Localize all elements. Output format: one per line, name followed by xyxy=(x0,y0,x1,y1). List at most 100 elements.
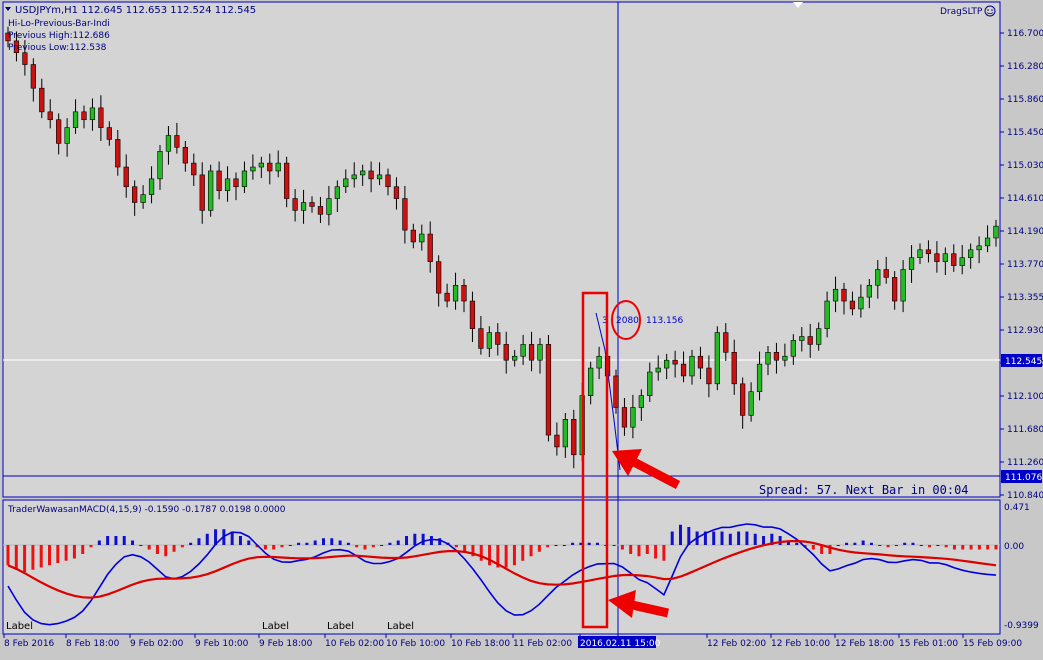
macd-bar-negative xyxy=(969,545,973,550)
price-tick-label: 112.930 xyxy=(1007,326,1043,336)
macd-bar-negative xyxy=(39,545,43,568)
macd-bar-negative xyxy=(23,545,27,572)
macd-bar-positive xyxy=(396,540,400,545)
bear-candle xyxy=(706,355,712,398)
time-tick-label: 9 Feb 18:00 xyxy=(259,639,313,649)
macd-bar-negative xyxy=(147,545,151,550)
bear-candle xyxy=(807,323,813,358)
macd-bar-positive xyxy=(836,545,840,546)
bull-candle xyxy=(765,345,771,376)
bear-candle xyxy=(545,334,552,442)
bull-candle xyxy=(140,185,146,209)
bull-candle xyxy=(241,161,248,194)
macd-bar-positive xyxy=(853,542,857,545)
bull-candle xyxy=(782,343,788,367)
bear-candle xyxy=(554,422,560,456)
macd-bar-positive xyxy=(679,524,683,545)
macd-bar-negative xyxy=(72,545,76,559)
bear-candle xyxy=(461,278,467,313)
macd-bar-negative xyxy=(886,545,890,548)
macd-bar-negative xyxy=(48,545,52,566)
candles-group xyxy=(5,26,999,469)
price-tick-label: 111.680 xyxy=(1007,425,1043,435)
chart-menu-icon[interactable] xyxy=(5,7,11,11)
time-tick-label: 9 Feb 10:00 xyxy=(195,639,249,649)
bear-candle xyxy=(39,78,45,119)
macd-bar-positive xyxy=(554,545,558,546)
bear-candle xyxy=(444,283,450,308)
bear-candle xyxy=(528,331,535,372)
previous-low: Previous Low:112.538 xyxy=(8,43,107,53)
chart-shift-icon[interactable] xyxy=(793,2,803,8)
bear-candle xyxy=(393,177,400,210)
macd-bar-negative xyxy=(977,545,981,550)
bull-candle xyxy=(157,144,163,190)
price-tick-label: 110.840 xyxy=(1007,491,1043,501)
macd-bar-positive xyxy=(388,542,392,545)
bear-candle xyxy=(402,185,408,244)
macd-bar-negative xyxy=(944,545,948,548)
bull-candle xyxy=(790,334,796,365)
macd-bar-negative xyxy=(637,545,641,557)
macd-bar-negative xyxy=(355,545,359,548)
bear-candle xyxy=(841,282,847,315)
macd-bar-negative xyxy=(164,545,168,557)
bear-candle xyxy=(233,172,239,201)
macd-bar-positive xyxy=(330,538,334,545)
macd-bar-negative xyxy=(263,545,267,550)
bull-candle xyxy=(647,362,653,402)
macd-bar-negative xyxy=(645,545,649,554)
bull-candle xyxy=(917,243,923,264)
bull-candle xyxy=(250,154,256,180)
macd-bar-positive xyxy=(205,533,209,545)
bear-candle xyxy=(123,154,129,198)
macd-bar-negative xyxy=(546,545,550,548)
macd-bar-positive xyxy=(687,527,691,545)
time-axis: 8 Feb 2016 8 Feb 18:00 9 Feb 02:00 9 Feb 10… xyxy=(3,634,1022,649)
bear-candle xyxy=(216,161,222,200)
macd-bar-positive xyxy=(587,542,591,545)
macd-bar-positive xyxy=(728,533,732,545)
bear-candle xyxy=(503,331,509,374)
macd-bar-positive xyxy=(562,545,566,546)
macd-bar-positive xyxy=(313,540,317,545)
bear-candle xyxy=(191,153,197,186)
bull-candle xyxy=(596,346,602,380)
macd-bar-positive xyxy=(571,542,575,545)
smiley-icon[interactable] xyxy=(984,5,996,17)
macd-bar-positive xyxy=(122,536,126,545)
bear-candle xyxy=(883,256,889,284)
bear-candle xyxy=(368,161,374,193)
bull-candle xyxy=(486,326,492,358)
price-pane[interactable] xyxy=(2,1,1001,498)
time-tick-label: 12 Feb 18:00 xyxy=(835,639,894,649)
macd-bar-negative xyxy=(512,545,516,566)
bear-candle xyxy=(81,105,87,129)
crosshair-time-highlight xyxy=(578,636,656,648)
macd-bar-negative xyxy=(504,545,508,568)
bear-candle xyxy=(199,162,205,224)
macd-bar-positive xyxy=(346,542,350,545)
price-tick-label: 115.030 xyxy=(1007,161,1043,171)
macd-bar-negative xyxy=(811,545,815,550)
time-tick-label: 12 Feb 02:00 xyxy=(707,639,766,649)
macd-bar-negative xyxy=(828,545,832,554)
macd-bar-negative xyxy=(986,545,990,550)
bear-candle xyxy=(731,339,737,395)
macd-bar-negative xyxy=(537,545,541,552)
bull-candle xyxy=(72,99,79,134)
bear-candle xyxy=(106,121,112,146)
macd-bar-negative xyxy=(14,545,18,570)
macd-title: TraderWawasanMACD(4,15,9) -0.1590 -0.178… xyxy=(7,505,286,515)
time-tick-label: 9 Feb 02:00 xyxy=(130,639,184,649)
bull-candle xyxy=(588,361,594,405)
bull-candle xyxy=(655,355,661,381)
macd-bar-positive xyxy=(297,542,301,545)
bull-candle xyxy=(224,166,231,202)
macd-signal-line xyxy=(7,539,997,599)
bull-candle xyxy=(748,382,754,422)
macd-bar-negative xyxy=(56,545,60,563)
macd-label: Label xyxy=(262,621,289,632)
macd-tick-top: 0.471 xyxy=(1004,503,1030,513)
